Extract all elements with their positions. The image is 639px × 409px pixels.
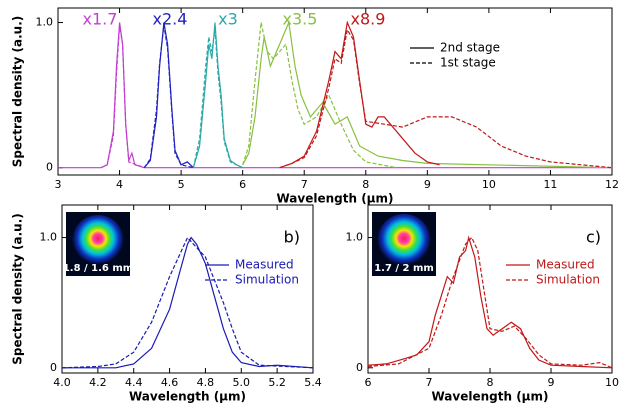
x-axis-label: Wavelength (μm) (129, 390, 246, 404)
panel-label: b) (284, 228, 300, 247)
x-tick-label: 9 (424, 178, 431, 191)
series-line (193, 23, 242, 168)
x-tick-label: 5.0 (233, 376, 251, 389)
y-axis-label: Spectral density (a.u.) (11, 16, 25, 168)
series-line (144, 25, 193, 167)
series-line (101, 25, 144, 167)
inset-b: 1.8 / 1.6 mm (63, 212, 133, 276)
x-tick-label: 9 (548, 376, 555, 389)
y-tick-label: 1.0 (40, 231, 58, 244)
x-axis-label: Wavelength (μm) (431, 390, 548, 404)
legend-label: Simulation (235, 273, 299, 287)
x-tick-label: 3 (55, 178, 62, 191)
x-tick-label: 8 (487, 376, 494, 389)
x-tick-label: 12 (605, 178, 619, 191)
inset-label: 1.7 / 2 mm (374, 263, 434, 274)
series-line (58, 23, 612, 168)
legend-label: 1st stage (440, 56, 496, 70)
inset-c: 1.7 / 2 mm (372, 212, 436, 276)
inset-label: 1.8 / 1.6 mm (63, 263, 133, 274)
annotation: x3.5 (283, 10, 318, 29)
annotation: x1.7 (83, 10, 118, 29)
x-tick-label: 8 (362, 178, 369, 191)
x-tick-label: 5 (178, 178, 185, 191)
plot-frame (58, 8, 612, 175)
series-line (243, 23, 612, 168)
legend-label: Measured (235, 258, 294, 272)
x-tick-label: 4.0 (53, 376, 71, 389)
x-tick-label: 5.2 (268, 376, 286, 389)
x-tick-label: 10 (482, 178, 496, 191)
x-tick-label: 4 (116, 178, 123, 191)
y-tick-label: 0 (46, 161, 53, 174)
x-tick-label: 5.4 (304, 376, 322, 389)
x-tick-label: 7 (301, 178, 308, 191)
panel-label: c) (586, 228, 601, 247)
annotation: x2.4 (153, 10, 188, 29)
y-tick-label: 0 (50, 361, 57, 374)
legend-label: Simulation (536, 273, 600, 287)
x-tick-label: 10 (605, 376, 619, 389)
figure: 1.8 / 1.6 mm b) 1.7 / 2 mm c) 3 4 5 6 7 8 9 10 1… (0, 0, 639, 409)
y-axis-label: Spectral density (a.u.) (11, 213, 25, 365)
annotation: x8.9 (351, 10, 386, 29)
annotation: x3 (218, 10, 238, 29)
x-tick-label: 6 (365, 376, 372, 389)
y-tick-label: 1.0 (36, 16, 54, 29)
legend-label: Measured (536, 258, 595, 272)
series-line (193, 30, 242, 168)
x-tick-label: 4.8 (197, 376, 215, 389)
x-tick-label: 6 (239, 178, 246, 191)
series-line (144, 23, 193, 168)
legend-label: 2nd stage (440, 41, 500, 55)
x-tick-label: 7 (426, 376, 433, 389)
x-axis-label: Wavelength (μm) (276, 192, 393, 206)
x-tick-label: 11 (543, 178, 557, 191)
x-tick-label: 4.2 (89, 376, 107, 389)
x-tick-label: 4.6 (161, 376, 179, 389)
x-tick-label: 4.4 (125, 376, 143, 389)
y-tick-label: 1.0 (346, 231, 364, 244)
y-tick-label: 0 (356, 361, 363, 374)
